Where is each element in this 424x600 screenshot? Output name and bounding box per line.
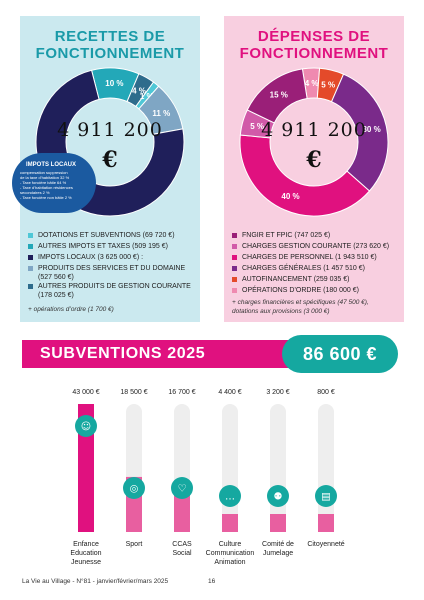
bar-category-label: Comité de (262, 541, 294, 548)
footer-publication: La Vie au Village - N°81 - janvier/févri… (22, 578, 169, 585)
legend-label: FNGIR ET FPIC (747 025 €) (242, 232, 331, 239)
bar-track (270, 404, 286, 532)
callout-line: secondaires 2 % (20, 190, 50, 195)
recettes-panel: RECETTES DE FONCTIONNEMENT 10 % 4 % 1 % 11 … (20, 16, 200, 322)
legend-label: CHARGES GESTION COURANTE (273 620 €) (242, 243, 390, 250)
people-icon (267, 485, 289, 507)
donut-slice-label: 1 % (140, 92, 154, 101)
footer-page-number: 16 (208, 578, 216, 585)
subventions-bar-chart: 43 000 € ☺ Enfance Education Jeunesse 18 500 … (70, 389, 344, 566)
legend-swatch (28, 255, 33, 260)
impots-locaux-callout: IMPOTS LOCAUX compensation suppression d… (12, 153, 96, 213)
legend-label: DOTATIONS ET SUBVENTIONS (69 720 €) (38, 232, 175, 239)
speech-bubble-icon-glyph: … (225, 492, 235, 503)
bar-category-label: Education (70, 550, 101, 557)
depenses-currency: € (306, 147, 322, 173)
depenses-title-line2: FONCTIONNEMENT (239, 45, 389, 62)
legend-label: CHARGES GÉNÉRALES (1 457 510 €) (242, 265, 365, 272)
depenses-title-line1: DÉPENSES DE (257, 28, 371, 45)
legend-label: OPÉRATIONS D’ORDRE (180 000 €) (242, 287, 359, 294)
subventions-title: SUBVENTIONS 2025 (40, 345, 206, 362)
group-icon-glyph: ♡ (178, 484, 187, 495)
bar-value-label: 43 000 € (72, 389, 99, 396)
callout-line: - Taxe d’habitation résidences (20, 185, 73, 190)
donut-slice-label: 5 % (321, 81, 335, 90)
id-card-icon (315, 485, 337, 507)
callout-line: compensation suppression (20, 170, 68, 175)
bar-track (222, 404, 238, 532)
donut-slice (246, 68, 308, 124)
legend-swatch (232, 244, 237, 249)
children-icon-glyph: ☺ (81, 422, 91, 433)
bar-category-label: Jumelage (263, 550, 293, 557)
donut-slice-label: 4 % (132, 87, 146, 96)
donut-slice-label: 4 % (305, 79, 319, 88)
children-icon (75, 415, 97, 437)
legend-swatch (232, 233, 237, 238)
callout-line: - Taxe foncière non bâtie 2 % (20, 195, 72, 200)
bar-value-label: 16 700 € (168, 389, 195, 396)
legend-swatch (232, 255, 237, 260)
subventions-total-pill: 86 600 € (282, 335, 398, 373)
recettes-total: 4 911 200 (57, 119, 163, 141)
donut-slice-label: 40 % (281, 192, 299, 201)
legend-label: CHARGES DE PERSONNEL (1 943 510 €) (242, 254, 377, 261)
bar (318, 514, 334, 532)
legend-swatch (28, 266, 33, 271)
donut-slice-label: 11 % (152, 109, 170, 118)
donut-slice-label: 15 % (270, 91, 288, 100)
recettes-title-line1: RECETTES DE (54, 28, 166, 45)
legend-swatch (232, 288, 237, 293)
people-icon-glyph: ⚉ (274, 492, 283, 503)
recettes-title-line2: FONCTIONNEMENT (35, 45, 185, 62)
bar (222, 514, 238, 532)
legend-swatch (232, 266, 237, 271)
depenses-note-line2: dotations aux provisions (3 000 €) (232, 308, 330, 315)
recettes-note: + opérations d’ordre (1 700 €) (28, 306, 114, 313)
speech-bubble-icon (219, 485, 241, 507)
bar-category-label: Enfance (73, 541, 99, 548)
bar-track (318, 404, 334, 532)
legend-label: IMPOTS LOCAUX (3 625 000 €) : (38, 254, 144, 261)
bar-category-label: Animation (214, 559, 245, 566)
legend-label: AUTRES IMPOTS ET TAXES (509 195 €) (38, 243, 168, 250)
bar-category-label: Citoyenneté (307, 541, 344, 548)
depenses-donut-chart: 4 % 5 %30 %40 %5 %15 % (239, 67, 389, 217)
bar-category-label: CCAS (172, 541, 192, 548)
donut-slice (239, 134, 371, 217)
bar-value-label: 800 € (317, 389, 335, 396)
depenses-note-line1: + charges financières et spécifiques (47… (232, 299, 369, 306)
id-card-icon-glyph: ▤ (321, 492, 330, 503)
recettes-currency: € (102, 147, 118, 173)
legend-label: AUTRES PRODUITS DE GESTION COURANTE (178… (38, 283, 191, 299)
legend-label: PRODUITS DES SERVICES ET DU DOMAINE (527… (38, 265, 186, 281)
legend-swatch (28, 284, 33, 289)
bar-category-label: Culture (219, 541, 242, 548)
callout-title: IMPOTS LOCAUX (26, 162, 77, 168)
donut-slice (330, 73, 389, 192)
legend-swatch (28, 244, 33, 249)
bar-category-label: Sport (126, 541, 143, 548)
callout-line: - Taxe foncière bâtie 64 % (20, 180, 67, 185)
legend-label: AUTOFINANCEMENT (259 035 €) (242, 276, 350, 283)
ball-icon-glyph: ◎ (130, 484, 139, 495)
bar-category-label: Social (172, 550, 192, 557)
ball-icon (123, 477, 145, 499)
donut-slice-label: 30 % (362, 125, 380, 134)
bar-category-label: Communication (206, 550, 255, 557)
bar-category-label: Jeunesse (71, 559, 101, 566)
donut-slice-label: 10 % (105, 79, 123, 88)
group-icon (171, 477, 193, 499)
bar-value-label: 4 400 € (218, 389, 241, 396)
legend-swatch (232, 277, 237, 282)
subventions-banner (22, 340, 322, 368)
legend-swatch (28, 233, 33, 238)
bar (270, 514, 286, 532)
bar-value-label: 18 500 € (120, 389, 147, 396)
bar-value-label: 3 200 € (266, 389, 289, 396)
callout-line: de la taxe d’habitation 32 % (20, 175, 70, 180)
depenses-total: 4 911 200 (261, 119, 367, 141)
depenses-panel: DÉPENSES DE FONCTIONNEMENT 4 % 5 % 30 % 40 … (224, 16, 404, 322)
donut-slice-label: 5 % (250, 122, 264, 131)
